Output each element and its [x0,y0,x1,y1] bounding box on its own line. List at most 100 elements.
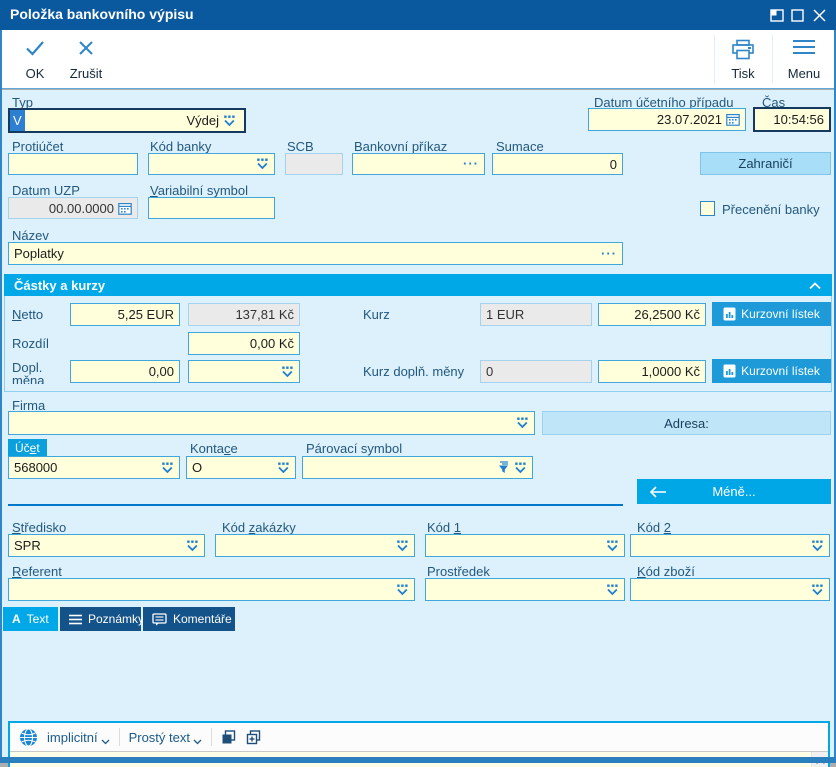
left-arrow-icon [649,485,667,498]
typ-value: Výdej [186,113,219,128]
firma-field[interactable] [8,411,535,435]
ellipsis-icon[interactable]: ··· [601,245,617,261]
dopl-mena-currency-field[interactable] [188,360,300,383]
calendar-icon[interactable] [118,202,132,215]
stredisko-field[interactable]: SPR [8,534,205,557]
zahranici-button[interactable]: Zahraničí [700,152,831,175]
parovaci-symbol-label: Párovací symbol [306,441,403,456]
nazev-field[interactable]: Poplatky ··· [8,242,623,265]
close-window-icon[interactable] [811,7,828,23]
checkmark-icon [24,39,46,57]
tab-poznamky[interactable]: Poznámky [60,607,144,631]
chevron-down-icon [193,739,202,745]
dropdown-icon[interactable] [811,540,824,552]
window-border-right [834,30,836,757]
dropdown-icon[interactable] [281,366,294,378]
kod1-field[interactable] [425,534,625,557]
tab-komentare[interactable]: Komentáře [143,607,235,631]
dropdown-icon[interactable] [606,540,619,552]
ucet-field[interactable]: 568000 [8,456,180,479]
menu-label: Menu [787,66,821,81]
maximize-window-icon[interactable] [789,7,806,23]
dropdown-icon[interactable] [256,158,269,170]
ucet-label-chip: Účet [8,439,47,458]
prostredek-field[interactable] [425,578,625,601]
ellipsis-icon[interactable]: ··· [463,156,479,171]
dopl-mena-amount-field[interactable]: 0,00 [70,360,180,383]
kurz-dopl-rate-field[interactable]: 1,0000 Kč [598,360,706,383]
sumace-field[interactable]: 0 [492,153,623,175]
mene-button[interactable]: Méně... [637,479,831,504]
ok-button[interactable]: OK [12,37,58,83]
comment-bubble-icon [152,612,167,626]
kurz-rate-field[interactable]: 26,2500 Kč [598,303,706,326]
kurzovni-listek-button[interactable]: Kurzovní lístek [712,359,831,383]
calendar-icon[interactable] [726,113,740,126]
kod-zakazky-field[interactable] [215,534,415,557]
rozdil-field[interactable]: 0,00 Kč [188,332,300,355]
castky-a-kurzy-header[interactable]: Částky a kurzy [4,274,832,296]
kurz-unit-field: 1 EUR [480,303,592,326]
preceneni-banky-checkbox[interactable] [700,201,715,216]
dropdown-icon[interactable] [223,115,236,127]
window-border-bottom [0,757,836,763]
language-dropdown[interactable]: implicitní [47,730,110,745]
dropdown-icon[interactable] [396,540,409,552]
chevron-down-icon [101,739,110,745]
dropdown-icon[interactable] [514,462,527,474]
ok-label: OK [25,66,45,81]
globe-icon[interactable] [19,727,38,747]
form-area: Typ V Výdej Datum účetního případu 23.07… [0,90,836,767]
scb-label: SCB [287,139,314,154]
parovaci-symbol-field[interactable] [302,456,533,479]
collapse-chevron-icon[interactable] [808,281,822,290]
kontace-field[interactable]: O [186,456,296,479]
netto-label: Netto [12,307,44,322]
variabilni-symbol-field[interactable] [148,197,275,219]
exchange-list-icon [723,307,736,321]
copy-icon[interactable] [221,729,237,745]
dropdown-icon[interactable] [811,584,824,596]
bankovni-prikaz-field[interactable]: ··· [352,153,485,175]
cancel-button[interactable]: Zrušit [60,37,112,83]
datum-ucetniho-pripadu-field[interactable]: 23.07.2021 [588,108,746,131]
kod-zakazky-label: Kód zakázky [222,520,296,535]
notes-lines-icon [69,614,82,625]
bankovni-prikaz-label: Bankovní příkaz [354,139,448,154]
kod-zbozi-field[interactable] [630,578,830,601]
protiucet-field[interactable] [8,153,138,175]
dropdown-icon[interactable] [396,584,409,596]
cas-field[interactable]: 10:54:56 [753,107,831,132]
tab-text[interactable]: A Text [3,607,58,631]
kod1-label: Kód 1 [427,520,461,535]
menu-button[interactable]: Menu [776,37,832,83]
print-button[interactable]: Tisk [716,37,770,83]
firma-label: Firma [12,398,46,413]
preceneni-banky-label: Přecenění banky [722,202,820,217]
kurz-dopl-meny-label: Kurz doplň. měny [363,364,465,379]
dropdown-icon[interactable] [516,417,529,429]
kod2-field[interactable] [630,534,830,557]
kod-banky-field[interactable] [148,153,275,175]
printer-icon [730,39,756,60]
typ-label: Typ [12,95,33,110]
dropdown-icon[interactable] [606,584,619,596]
format-dropdown[interactable]: Prostý text [129,730,202,745]
kurz-label: Kurz [363,307,390,322]
typ-combo[interactable]: V Výdej [8,108,246,133]
title-bar[interactable]: Položka bankovního výpisu [0,0,836,30]
kontace-label: Kontace [190,441,238,456]
kurzovni-listek-button[interactable]: Kurzovní lístek [712,302,831,326]
dropdown-icon[interactable] [186,540,199,552]
restore-window-icon[interactable] [768,7,785,23]
text-icon: A [12,612,21,626]
dropdown-icon[interactable] [161,462,174,474]
copy-add-icon[interactable] [246,729,262,745]
hamburger-menu-icon [792,39,816,55]
filter-icon[interactable] [497,461,510,474]
referent-field[interactable] [8,578,415,601]
netto-foreign-field[interactable]: 5,25 EUR [70,303,180,326]
dropdown-icon[interactable] [277,462,290,474]
